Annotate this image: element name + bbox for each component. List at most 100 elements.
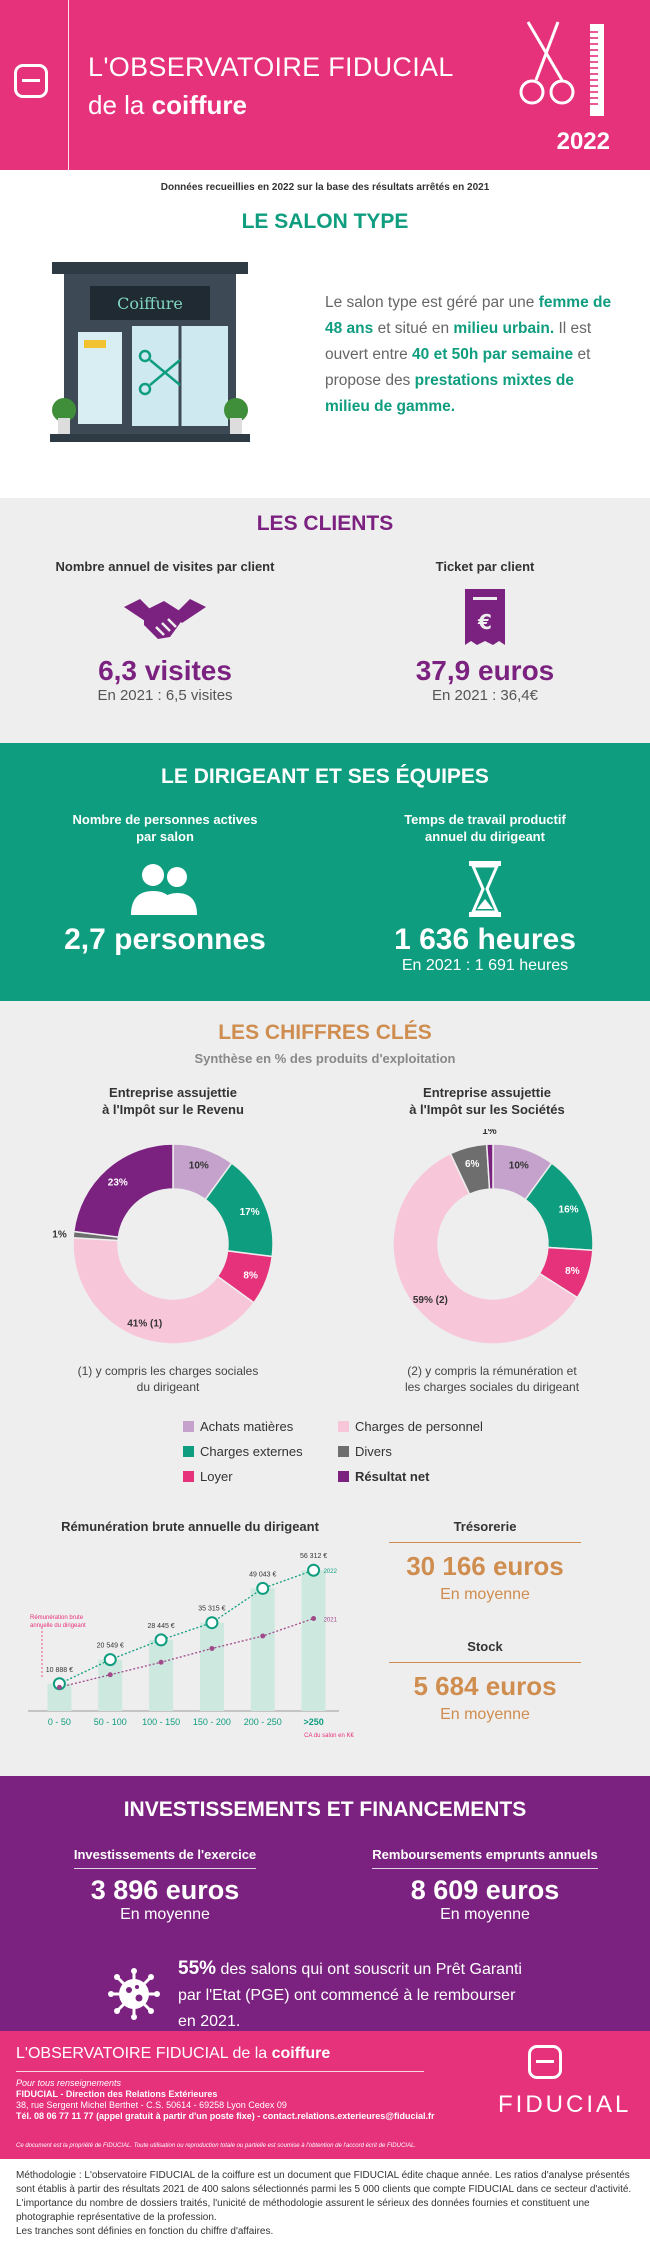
is-slice-label-3: 59% (2) bbox=[413, 1295, 448, 1306]
rem-point-2021-5 bbox=[311, 1616, 317, 1621]
fiducial-logo-icon bbox=[14, 64, 48, 98]
salon-description: Le salon type est géré par une femme de … bbox=[325, 290, 615, 420]
salon-bold-3: 40 et 50h par semaine bbox=[412, 346, 574, 363]
tresorerie-sub: En moyenne bbox=[440, 1586, 530, 1603]
legend-resultat: Résultat net bbox=[338, 1469, 429, 1484]
rem-tick-5: >250 bbox=[303, 1717, 323, 1727]
ticket-label: Ticket par client bbox=[435, 559, 535, 574]
stock-block: Stock 5 684 euros En moyenne bbox=[385, 1639, 585, 1732]
legend-resultat-label: Résultat net bbox=[355, 1469, 430, 1484]
pge-text-3: en 2021. bbox=[178, 2013, 241, 2030]
footer-info-2: FIDUCIAL - Direction des Relations Extér… bbox=[16, 2089, 218, 2099]
rem-bar-2 bbox=[149, 1639, 174, 1711]
ticket-previous: En 2021 : 36,4€ bbox=[432, 687, 538, 704]
rem-bar-3 bbox=[199, 1622, 224, 1711]
rem-value-label-0: 10 888 € bbox=[46, 1667, 73, 1674]
salon-text-3: Il est ouvert entre bbox=[325, 320, 592, 363]
legend-loyer-label: Loyer bbox=[200, 1469, 233, 1484]
methodo-line-1: Méthodologie : L'observatoire FIDUCIAL d… bbox=[16, 2170, 632, 2223]
remuneration-title: Rémunération brute annuelle du dirigeant bbox=[61, 1519, 319, 1534]
report-title-line1: L'OBSERVATOIRE FIDUCIAL bbox=[88, 52, 454, 82]
visits-value: 6,3 visites bbox=[98, 655, 232, 686]
is-slice-label-4: 6% bbox=[465, 1159, 480, 1170]
tresorerie-block: Trésorerie 30 166 euros En moyenne bbox=[385, 1519, 585, 1612]
receipt-euro-icon: € bbox=[465, 589, 505, 645]
clients-section: LES CLIENTS Nombre annuel de visites par… bbox=[0, 498, 650, 743]
pge-pct: 55% bbox=[178, 1958, 217, 1979]
ir-slice-label-3: 41% (1) bbox=[127, 1319, 162, 1330]
footer-contact: Pour tous renseignements FIDUCIAL - Dire… bbox=[16, 2078, 435, 2122]
donut-ir-note: (1) y compris les charges sociales du di… bbox=[38, 1363, 298, 1395]
footer-title-prefix: L'OBSERVATOIRE FIDUCIAL de la bbox=[16, 2045, 268, 2062]
ticket-value: 37,9 euros bbox=[415, 655, 555, 686]
footer-info-3: 38, rue Sergent Michel Berthet - C.S. 50… bbox=[16, 2100, 287, 2110]
is-title-2: à l'Impôt sur les Sociétés bbox=[409, 1102, 565, 1117]
shop-sign: Coiffure bbox=[117, 294, 183, 313]
clients-title: LES CLIENTS bbox=[256, 512, 394, 535]
legend-personnel-label: Charges de personnel bbox=[355, 1419, 483, 1434]
is-slice-label-0: 10% bbox=[509, 1161, 529, 1172]
is-title-1: Entreprise assujettie bbox=[423, 1085, 551, 1100]
stock-top-line bbox=[389, 1662, 581, 1663]
ir-slice-label-0: 10% bbox=[189, 1161, 209, 1172]
remb-value: 8 609 euros bbox=[410, 1875, 560, 1905]
inv-label: Investissements de l'exercice bbox=[73, 1846, 257, 1869]
legend-externes: Charges externes bbox=[183, 1444, 303, 1459]
rem-series-2022-label: 2022 bbox=[324, 1569, 338, 1575]
ir-slice-5 bbox=[72, 1143, 174, 1238]
rem-bar-4 bbox=[250, 1588, 275, 1711]
remuneration-bar-chart: 0 - 50 10 888 € 50 - 100 20 549 € 100 - 150 2… bbox=[28, 1553, 354, 1739]
donut-chart-ir: 10% 17% 8% 41% (1) 1% 23% bbox=[52, 1143, 274, 1345]
scissors-icon bbox=[138, 349, 181, 396]
invest-title: INVESTISSEMENTS ET FINANCEMENTS bbox=[123, 1798, 527, 1821]
salon-section: LE SALON TYPE Coiffure Le salon type est… bbox=[0, 198, 650, 498]
rem-line-2021 bbox=[59, 1617, 314, 1688]
worktime-block: Temps de travail productif annuel du dir… bbox=[335, 811, 635, 975]
rem-xlabel: CA du salon en K€ bbox=[304, 1733, 354, 1739]
footer-brand: FIDUCIAL bbox=[498, 2091, 632, 2118]
pge-text-2: par l'Etat (PGE) ont commencé à le rembo… bbox=[178, 1987, 516, 2004]
remb-sub: En moyenne bbox=[440, 1906, 530, 1923]
salon-text-2: et situé en bbox=[377, 320, 450, 337]
scissors-comb-icon bbox=[519, 21, 604, 116]
legend-loyer: Loyer bbox=[183, 1469, 233, 1484]
ir-slice-label-1: 17% bbox=[240, 1207, 260, 1218]
salon-bold-4: prestations mixtes de milieu de gamme. bbox=[325, 372, 574, 415]
people-icon bbox=[131, 864, 197, 915]
rem-value-label-1: 20 549 € bbox=[97, 1643, 124, 1650]
report-title-line2: de la coiffure bbox=[88, 90, 247, 121]
staff-label-2: par salon bbox=[136, 829, 194, 844]
pge-text-1: des salons qui ont souscrit un Prêt Gara… bbox=[220, 1961, 522, 1978]
dirigeant-section: LE DIRIGEANT ET SES ÉQUIPES Nombre de pe… bbox=[0, 743, 650, 1001]
rem-line-2022 bbox=[59, 1569, 314, 1685]
is-note-1: (2) y compris la rémunération et bbox=[407, 1364, 577, 1378]
chiffres-section: LES CHIFFRES CLÉS Synthèse en % des prod… bbox=[0, 1001, 650, 1776]
legend-achats: Achats matières bbox=[183, 1419, 293, 1434]
rem-tick-2: 100 - 150 bbox=[142, 1717, 180, 1727]
rem-tick-3: 150 - 200 bbox=[193, 1717, 231, 1727]
dirigeant-title: LE DIRIGEANT ET SES ÉQUIPES bbox=[161, 765, 489, 788]
handshake-icon bbox=[124, 599, 206, 639]
inv-value: 3 896 euros bbox=[90, 1875, 240, 1905]
visits-block: Nombre annuel de visites par client 6,3 … bbox=[15, 558, 315, 704]
stock-label: Stock bbox=[467, 1639, 503, 1654]
svg-text:€: € bbox=[477, 610, 492, 634]
rem-tick-1: 50 - 100 bbox=[94, 1717, 127, 1727]
is-slice-label-5: 1% bbox=[482, 1129, 497, 1137]
ir-slice-3 bbox=[72, 1236, 255, 1345]
ir-slice-label-4: 1% bbox=[52, 1229, 67, 1240]
rem-point-2022-2 bbox=[154, 1633, 168, 1647]
rem-point-2021-1 bbox=[107, 1672, 113, 1678]
footer-info-1: Pour tous renseignements bbox=[16, 2078, 122, 2088]
methodology-note: Méthodologie : L'observatoire FIDUCIAL d… bbox=[0, 2159, 650, 2249]
investissements-block: Investissements de l'exercice 3 896 euro… bbox=[15, 1846, 315, 1924]
salon-bold-2: milieu urbain. bbox=[453, 320, 555, 337]
donut-is-title: Entreprise assujettie à l'Impôt sur les … bbox=[362, 1084, 612, 1118]
ir-note-1: (1) y compris les charges sociales bbox=[77, 1364, 259, 1378]
virus-icon bbox=[108, 1968, 160, 2020]
is-slice-3 bbox=[392, 1152, 579, 1345]
time-value: 1 636 heures bbox=[394, 923, 576, 956]
header-divider bbox=[68, 0, 69, 170]
time-label-1: Temps de travail productif bbox=[404, 812, 566, 827]
footer-info-4[interactable]: Tél. 08 06 77 11 77 (appel gratuit à par… bbox=[16, 2111, 435, 2121]
